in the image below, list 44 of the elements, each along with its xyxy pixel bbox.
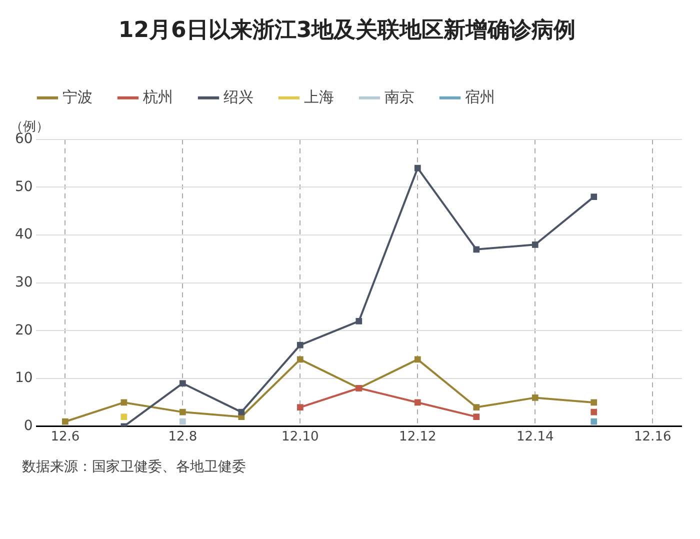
point bbox=[296, 404, 304, 410]
legend-label: 宁波 bbox=[62, 88, 92, 106]
point bbox=[590, 194, 598, 200]
x-tick-label: 12.12 bbox=[399, 430, 436, 445]
y-tick-label: 60 bbox=[14, 131, 33, 148]
point bbox=[590, 408, 598, 416]
point bbox=[179, 418, 186, 425]
legend-label: 上海 bbox=[304, 88, 334, 106]
point bbox=[473, 414, 480, 420]
point bbox=[590, 418, 598, 425]
point bbox=[296, 342, 304, 348]
point bbox=[532, 241, 538, 248]
point bbox=[473, 246, 480, 253]
point bbox=[179, 408, 186, 416]
y-tick-label: 40 bbox=[14, 226, 33, 243]
x-tick-label: 12.8 bbox=[168, 430, 198, 445]
legend-label: 宿州 bbox=[465, 88, 495, 106]
x-tick-label: 12.14 bbox=[516, 430, 554, 445]
point bbox=[356, 318, 362, 324]
point bbox=[179, 380, 186, 387]
point bbox=[532, 394, 538, 401]
source-note: 数据来源：国家卫健委、各地卫健委 bbox=[22, 458, 247, 476]
x-tick-label: 12.6 bbox=[50, 430, 80, 445]
chart-title: 12月6日以来浙江3地及关联地区新增确诊病例 bbox=[118, 16, 576, 43]
x-tick-label: 12.10 bbox=[282, 430, 319, 445]
y-tick-label: 20 bbox=[14, 322, 33, 338]
y-tick-label: 10 bbox=[14, 370, 33, 386]
point bbox=[120, 399, 128, 406]
legend-label: 绍兴 bbox=[224, 88, 254, 106]
y-tick-label: 0 bbox=[24, 418, 33, 434]
point bbox=[473, 404, 480, 410]
point bbox=[414, 164, 421, 172]
point bbox=[414, 356, 421, 363]
y-tick-label: 50 bbox=[14, 178, 33, 195]
x-tick-label: 12.16 bbox=[634, 430, 672, 445]
legend-label: 杭州 bbox=[142, 88, 173, 106]
point bbox=[120, 414, 128, 420]
legend-label: 南京 bbox=[384, 88, 414, 106]
point bbox=[414, 399, 421, 406]
point bbox=[238, 408, 245, 416]
y-tick-label: 30 bbox=[14, 274, 33, 291]
point bbox=[296, 356, 304, 363]
point bbox=[62, 418, 68, 425]
point bbox=[590, 399, 598, 406]
